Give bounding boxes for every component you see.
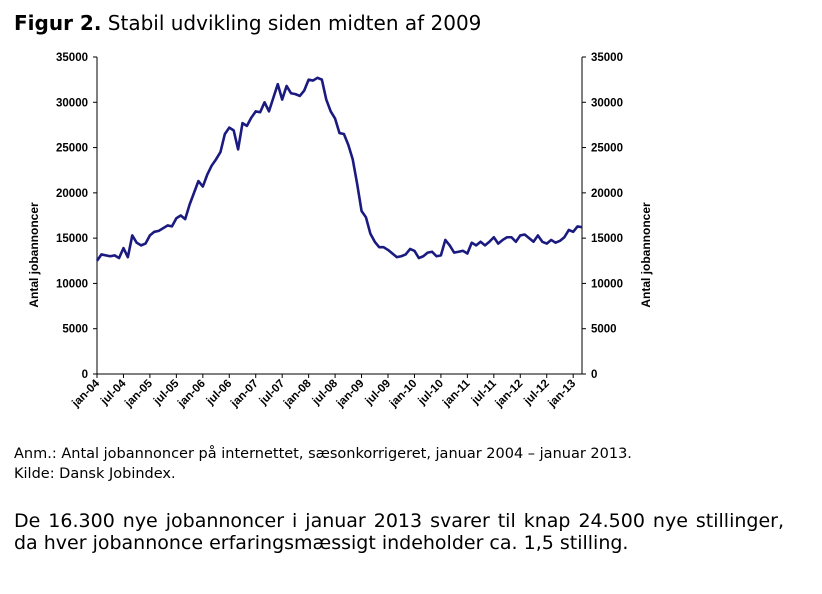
x-tick-label: jan-05 xyxy=(122,377,155,410)
figure-title-text: Stabil udvikling siden midten af 2009 xyxy=(107,11,482,35)
left-y-axis-label: Antal jobannoncer xyxy=(27,202,41,308)
x-tick-label: jan-04 xyxy=(69,377,102,410)
y-tick-label-right: 20000 xyxy=(591,188,623,200)
y-tick-label-right: 0 xyxy=(591,369,597,381)
y-tick-label-right: 10000 xyxy=(591,278,623,290)
y-tick-label-right: 30000 xyxy=(591,97,623,109)
x-tick-label: jan-07 xyxy=(228,378,261,411)
body-paragraph: De 16.300 nye jobannoncer i januar 2013 … xyxy=(14,510,784,554)
y-tick-label: 10000 xyxy=(56,278,88,290)
x-tick-label: jan-09 xyxy=(334,378,367,411)
figure-label: Figur 2. xyxy=(14,11,102,35)
y-tick-label: 5000 xyxy=(62,324,88,336)
x-tick-label: jan-12 xyxy=(493,378,526,411)
note-source: Kilde: Dansk Jobindex. xyxy=(14,466,176,482)
x-tick-label: jan-06 xyxy=(175,378,208,411)
y-tick-label: 20000 xyxy=(56,188,88,200)
y-tick-label: 30000 xyxy=(56,97,88,109)
left-y-axis: 0 5000 10000 15000 20000 25000 30000 35000 xyxy=(56,52,98,381)
y-tick-label: 35000 xyxy=(56,52,88,64)
y-tick-label: 25000 xyxy=(56,143,88,155)
series-line xyxy=(95,76,583,262)
x-tick-label: jan-10 xyxy=(387,378,420,411)
chart-notes: Anm.: Antal jobannoncer på internettet, … xyxy=(14,444,632,484)
y-tick-label-right: 15000 xyxy=(591,233,623,245)
right-y-axis-label: Antal jobannoncer xyxy=(639,202,653,308)
figure-title: Figur 2. Stabil udvikling siden midten a… xyxy=(14,10,481,36)
x-tick-label: jan-11 xyxy=(440,377,473,410)
x-tick-label: jul-10 xyxy=(416,378,446,408)
y-tick-label-right: 25000 xyxy=(591,143,623,155)
y-tick-label-right: 35000 xyxy=(591,52,623,64)
y-tick-label: 0 xyxy=(82,369,88,381)
y-tick-label: 15000 xyxy=(56,233,88,245)
right-y-axis: 0 5000 10000 15000 20000 25000 30000 35000 xyxy=(581,52,623,381)
x-axis: jan-04jul-04jan-05jul-05jan-06jul-06jan-… xyxy=(69,373,582,411)
note-anm: Anm.: Antal jobannoncer på internettet, … xyxy=(14,446,632,462)
x-tick-label: jan-13 xyxy=(546,378,579,411)
y-tick-label-right: 5000 xyxy=(591,324,617,336)
x-tick-label: jan-08 xyxy=(281,377,314,410)
line-chart: 0 5000 10000 15000 20000 25000 30000 35000 0 500… xyxy=(27,52,653,411)
